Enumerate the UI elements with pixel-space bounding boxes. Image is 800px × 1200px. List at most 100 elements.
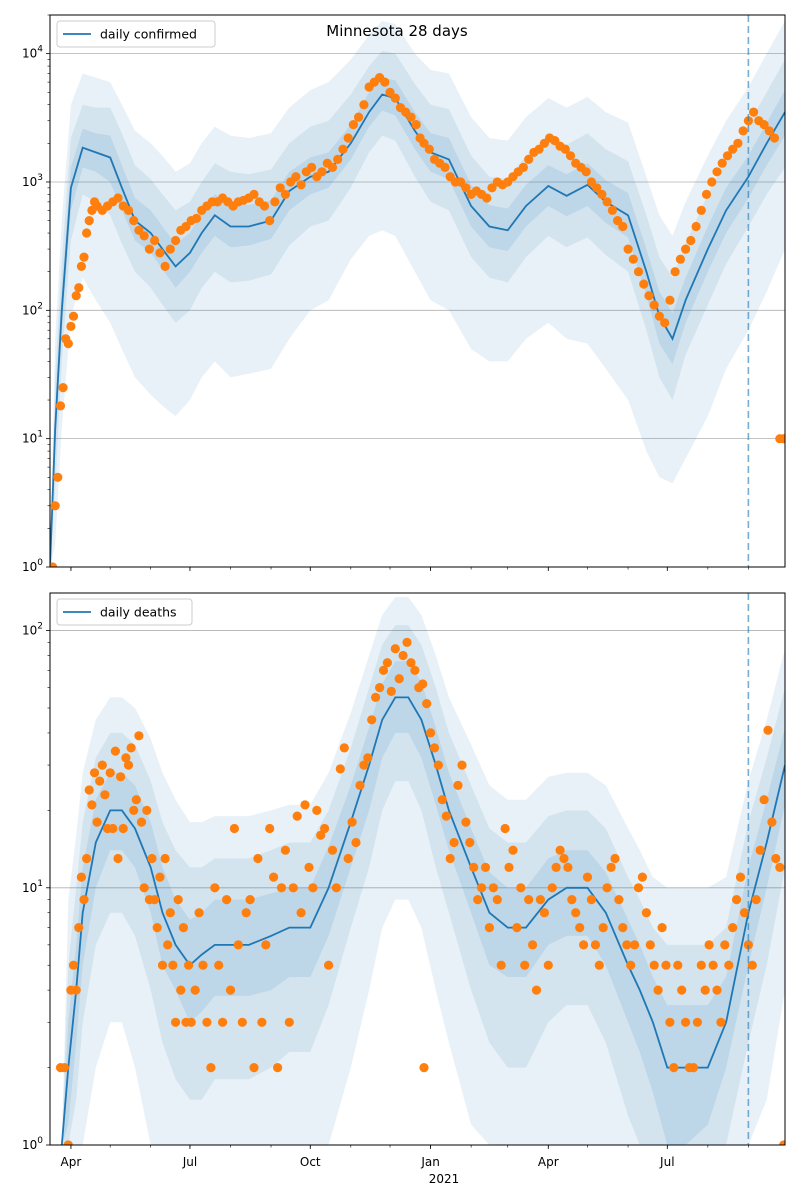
observed-point [555,845,565,855]
observed-point [402,637,412,648]
observed-point [410,665,420,676]
observed-point [437,795,447,805]
observed-point [618,923,628,933]
band-80 [61,625,785,1145]
observed-point [644,291,654,301]
observed-point [110,746,120,756]
observed-point [571,908,581,918]
observed-point [160,853,170,864]
observed-point [385,87,395,97]
observed-point [418,679,428,689]
observed-point [265,216,275,226]
observed-point [686,235,696,246]
observed-point [296,908,306,918]
observed-point [121,753,131,763]
observed-point [670,267,680,277]
observed-point [165,908,175,918]
observed-point [565,151,576,161]
observed-point [68,311,79,321]
axes-frame [49,14,786,568]
y-tick-label: 100 [22,1136,43,1152]
observed-point [504,862,514,873]
observed-point [178,923,188,933]
x-tick-label: Apr [538,1155,559,1169]
observed-point [771,853,781,864]
observed-point [701,189,712,199]
y-tick-label: 101 [22,430,43,446]
observed-point [614,895,624,905]
observed-point [186,1017,196,1027]
observed-point [669,1063,679,1073]
observed-point [74,283,84,293]
year-label: 2021 [429,1172,460,1186]
observed-point [602,883,612,893]
observed-point [673,960,683,970]
observed-point [779,434,785,444]
observed-point [152,923,162,933]
observed-point [441,811,451,821]
observed-point [335,764,345,774]
observed-point [206,1063,216,1073]
band-95 [61,597,785,1145]
observed-point [351,837,361,848]
observed-point [273,1063,283,1073]
legend-label: daily confirmed [100,27,197,42]
observed-point [202,1017,212,1027]
observed-point [419,138,429,148]
x-tick-label: Jan [420,1155,440,1169]
observed-point [308,883,318,893]
observed-point [68,960,79,970]
observed-point [581,167,591,177]
observed-point [214,960,224,970]
observed-point [218,1017,228,1027]
observed-point [142,805,152,816]
observed-point [300,800,310,810]
observed-point [769,133,780,143]
observed-point [618,221,628,232]
observed-point [637,872,648,882]
observed-point [411,120,421,130]
observed-point [567,895,577,905]
observed-point [449,837,459,848]
observed-point [534,144,544,154]
observed-point [487,183,497,193]
observed-point [598,923,608,933]
observed-point [134,731,144,741]
observed-point [739,908,750,918]
observed-point [198,960,208,970]
observed-point [66,321,76,331]
observed-point [371,692,381,703]
observed-point [398,650,408,661]
confirmed-panel: 100 101 102 103 104 daily confirmed [22,14,786,574]
observed-point [181,221,191,232]
observed-point [168,960,178,970]
observed-point [445,853,455,864]
observed-point [92,817,102,827]
y-tick-label: 102 [22,301,43,317]
observed-point [657,923,667,933]
observed-point [317,167,327,177]
observed-point [717,158,727,168]
observed-point [105,768,115,778]
observed-point [316,830,326,840]
observed-point [139,231,149,241]
observed-point [747,960,757,970]
observed-point [406,112,416,122]
observed-point [265,823,275,834]
observed-point [123,760,134,770]
observed-point [233,940,243,950]
observed-point [139,883,149,893]
observed-point [50,562,58,567]
observed-point [496,960,506,970]
observed-point [288,883,298,893]
observed-point [327,162,338,172]
observed-point [613,216,623,226]
observed-point [155,872,165,882]
observed-point [237,1017,247,1027]
observed-point [654,311,665,321]
observed-point [284,1017,294,1027]
observed-point [586,895,597,905]
observed-point [292,811,302,821]
x-tick-label: Jul [659,1155,674,1169]
x-tick-label: Apr [61,1155,82,1169]
